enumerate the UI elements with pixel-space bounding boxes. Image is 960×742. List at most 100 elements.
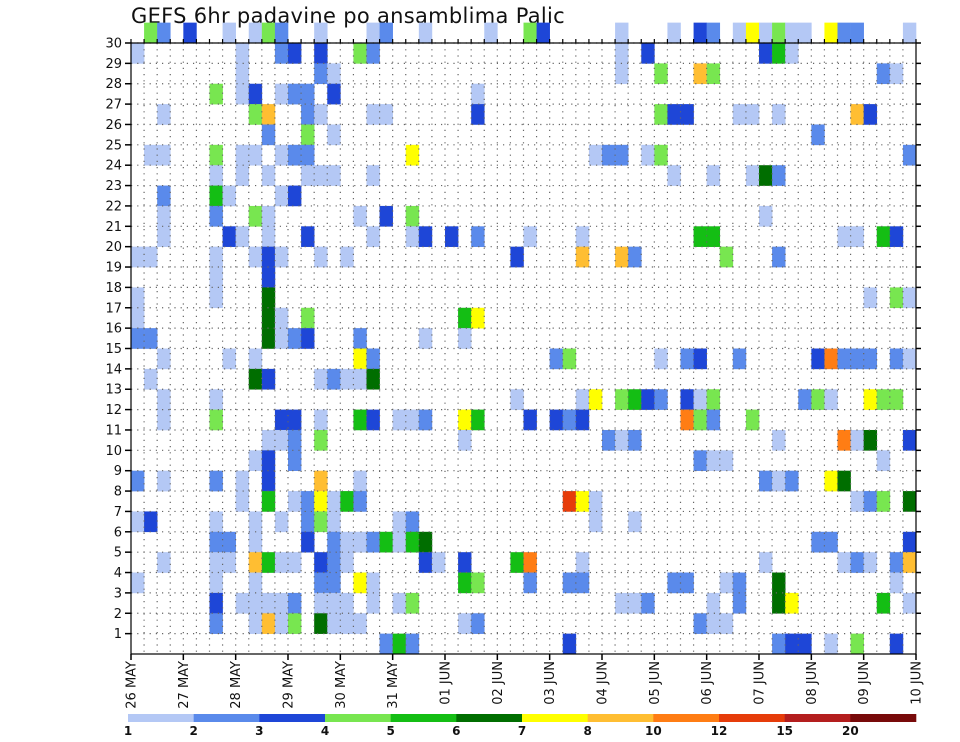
heatmap-cell <box>261 613 276 634</box>
heatmap-cell <box>261 491 276 512</box>
heatmap-cell <box>418 226 433 247</box>
heatmap-cell <box>379 633 393 655</box>
heatmap-cell <box>615 22 629 44</box>
heatmap-cell <box>824 633 838 655</box>
colorbar-label: 15 <box>776 724 793 738</box>
heatmap-cell <box>301 124 315 146</box>
heatmap-cell <box>209 613 223 634</box>
heatmap-cell <box>157 552 171 573</box>
heatmap-cell <box>902 348 917 370</box>
y-tick-label: 8 <box>114 485 122 500</box>
y-tick-label: 4 <box>114 566 122 581</box>
heatmap-cell <box>458 429 472 451</box>
heatmap-cell <box>248 450 263 471</box>
heatmap-cell <box>575 552 590 573</box>
colorbar-label: 6 <box>452 724 460 738</box>
colorbar-label: 10 <box>645 724 662 738</box>
heatmap-cell <box>131 328 145 349</box>
heatmap-cell <box>366 165 380 186</box>
heatmap-cell <box>327 491 341 512</box>
heatmap-cell <box>248 104 263 125</box>
heatmap-cell <box>706 592 721 614</box>
heatmap-cell <box>575 246 590 268</box>
heatmap-cell <box>562 348 577 370</box>
heatmap-cell <box>510 389 524 410</box>
heatmap-cell <box>314 246 328 268</box>
heatmap-cell <box>222 531 236 553</box>
heatmap-cell <box>693 22 707 44</box>
heatmap-cell <box>301 165 315 186</box>
heatmap-cell <box>379 22 393 44</box>
colorbar-label: 1 <box>124 724 132 738</box>
x-tick-label: 10 JUN <box>910 661 925 705</box>
heatmap-cell <box>405 144 420 166</box>
heatmap-cell <box>811 531 825 553</box>
heatmap-cell <box>772 429 786 451</box>
heatmap-cell <box>209 246 223 268</box>
colorbar-swatch <box>128 714 194 722</box>
heatmap-cell <box>772 246 786 268</box>
heatmap-cell <box>654 389 668 410</box>
heatmap-cell <box>144 328 158 349</box>
heatmap-cell <box>301 491 315 512</box>
heatmap-cell <box>575 572 590 594</box>
heatmap-cell <box>288 328 302 349</box>
heatmap-cell <box>235 63 250 85</box>
y-tick-label: 25 <box>105 138 122 153</box>
heatmap-cell <box>588 511 603 533</box>
heatmap-cell <box>863 348 878 370</box>
y-tick-label: 15 <box>105 342 122 357</box>
heatmap-cell <box>288 144 302 166</box>
heatmap-cell <box>248 246 263 268</box>
heatmap-cell <box>366 592 380 614</box>
y-tick-label: 17 <box>105 301 122 316</box>
heatmap-cell <box>379 104 393 125</box>
heatmap-cell <box>405 409 420 431</box>
heatmap-cell <box>327 552 341 573</box>
heatmap-cell <box>759 470 773 492</box>
heatmap-cell <box>811 348 825 370</box>
colorbar-swatch <box>325 714 391 722</box>
heatmap-cell <box>889 389 904 410</box>
heatmap-cell <box>772 22 786 44</box>
heatmap-cell <box>588 389 603 410</box>
x-tick-label: 07 JUN <box>753 661 768 705</box>
heatmap-cell <box>340 246 354 268</box>
heatmap-cell <box>850 348 864 370</box>
heatmap-cell <box>392 633 407 655</box>
heatmap-cell <box>340 368 354 390</box>
heatmap-cell <box>628 246 642 268</box>
y-tick-label: 20 <box>105 240 122 255</box>
heatmap-cell <box>772 165 786 186</box>
y-tick-label: 23 <box>105 179 122 194</box>
heatmap-cell <box>706 450 721 471</box>
heatmap-cell <box>288 552 302 573</box>
heatmap-cell <box>523 572 537 594</box>
heatmap-cell <box>902 429 917 451</box>
x-tick-label: 08 JUN <box>805 661 820 705</box>
heatmap-cell <box>131 470 145 492</box>
heatmap-cell <box>732 104 747 125</box>
heatmap-cell <box>209 531 223 553</box>
y-tick-label: 3 <box>114 586 122 601</box>
heatmap-cell <box>353 409 367 431</box>
heatmap-cell <box>248 368 263 390</box>
heatmap-cell <box>667 572 681 594</box>
heatmap-cell <box>523 22 537 44</box>
heatmap-cell <box>693 63 707 85</box>
heatmap-cell <box>261 429 276 451</box>
heatmap-cell <box>523 226 537 247</box>
heatmap-cell <box>209 165 223 186</box>
heatmap-cell <box>889 572 904 594</box>
heatmap-cell <box>641 144 655 166</box>
cells-layer <box>131 22 917 655</box>
heatmap-cell <box>405 592 420 614</box>
heatmap-cell <box>274 185 289 207</box>
heatmap-cell <box>209 205 223 227</box>
heatmap-cell <box>314 43 328 64</box>
heatmap-cell <box>222 22 236 44</box>
heatmap-cell <box>876 592 891 614</box>
heatmap-cell <box>863 389 878 410</box>
heatmap-cell <box>458 572 472 594</box>
heatmap-cell <box>641 43 655 64</box>
